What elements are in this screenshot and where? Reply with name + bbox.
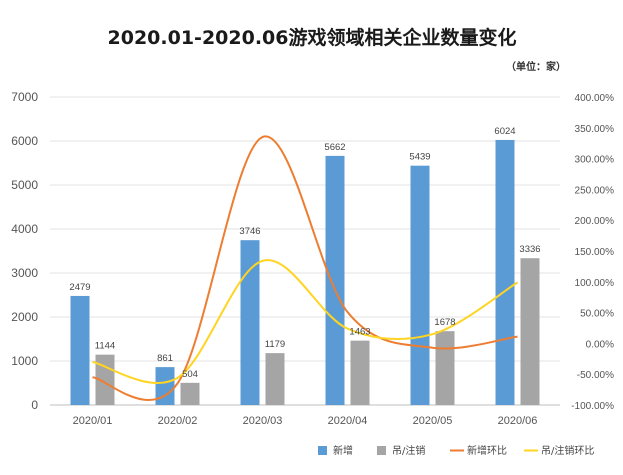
- bar-data-label: 1463: [349, 327, 370, 338]
- right-tick-label: 200.00%: [575, 216, 615, 227]
- right-tick-label: 150.00%: [575, 247, 615, 258]
- line-new-mom: [92, 135, 518, 401]
- bar-data-label: 5439: [409, 152, 430, 163]
- bar-data-label: 2479: [69, 282, 90, 293]
- bar-data-label: 861: [157, 353, 173, 364]
- x-tick-label: 2020/05: [413, 415, 453, 427]
- x-tick-label: 2020/02: [158, 415, 198, 427]
- lines: [92, 135, 519, 401]
- legend-swatch: [377, 446, 386, 455]
- bar-data-label: 1144: [95, 341, 115, 352]
- legend-label: 新增环比: [467, 444, 507, 457]
- legend: 新增 吊/注销 新增环比 吊/注销环比: [318, 444, 594, 457]
- right-axis-ticks: -100.00% -50.00% 0.00% 50.00% 100.00% 150.00%…: [571, 93, 614, 412]
- left-tick-label: 4000: [11, 222, 38, 236]
- bar-cancelled: [265, 353, 285, 405]
- legend-swatch: [318, 446, 327, 455]
- right-tick-label: 300.00%: [575, 155, 615, 166]
- chart-title: 2020.01-2020.06游戏领域相关企业数量变化: [108, 26, 517, 49]
- right-tick-label: 400.00%: [575, 93, 615, 104]
- right-tick-label: 250.00%: [575, 185, 615, 196]
- bar-data-label: 6024: [494, 126, 515, 137]
- bar-new: [410, 165, 430, 405]
- bar-cancelled: [350, 340, 370, 405]
- right-tick-label: 50.00%: [580, 309, 614, 320]
- gridlines: [50, 96, 560, 406]
- legend-label: 吊/注销: [392, 444, 425, 457]
- bar-data-label: 3746: [239, 226, 260, 237]
- unit-note: （单位：家）: [506, 60, 566, 73]
- bar-cancelled: [180, 382, 200, 405]
- bars: [70, 139, 540, 405]
- left-tick-label: 3000: [11, 266, 38, 280]
- left-tick-label: 7000: [11, 90, 38, 104]
- right-tick-label: -100.00%: [571, 401, 614, 412]
- bar-new: [325, 155, 345, 405]
- bar-new: [155, 367, 175, 405]
- right-tick-label: 350.00%: [575, 124, 615, 135]
- left-tick-label: 2000: [11, 310, 38, 324]
- bar-new: [495, 139, 515, 405]
- bar-data-label: 5662: [324, 142, 345, 153]
- bar-data-label: 504: [182, 369, 198, 380]
- legend-label: 吊/注销环比: [541, 444, 594, 457]
- x-axis-ticks: 2020/01 2020/02 2020/03 2020/04 2020/05 2020/…: [73, 415, 538, 427]
- right-tick-label: 0.00%: [586, 339, 614, 350]
- bar-cancelled: [435, 331, 455, 405]
- x-tick-label: 2020/04: [328, 415, 368, 427]
- bar-data-label: 3336: [519, 244, 540, 255]
- bar-labels: 2479 861 3746 5662 5439 6024 1144 504 1179 1463 16…: [69, 126, 540, 380]
- x-tick-label: 2020/06: [498, 415, 538, 427]
- bar-data-label: 1179: [265, 339, 285, 350]
- bar-cancelled: [95, 354, 115, 405]
- left-axis-ticks: 0 1000 2000 3000 4000 5000 6000 7000: [11, 90, 38, 412]
- bar-new: [240, 240, 260, 405]
- left-tick-label: 5000: [11, 178, 38, 192]
- bar-cancelled: [520, 258, 540, 405]
- left-tick-label: 6000: [11, 134, 38, 148]
- x-tick-label: 2020/01: [73, 415, 113, 427]
- right-tick-label: 100.00%: [575, 278, 615, 289]
- left-tick-label: 1000: [11, 354, 38, 368]
- x-tick-label: 2020/03: [243, 415, 283, 427]
- left-tick-label: 0: [31, 398, 38, 412]
- legend-label: 新增: [333, 444, 353, 457]
- right-tick-label: -50.00%: [577, 370, 614, 381]
- bar-data-label: 1678: [434, 317, 455, 328]
- bar-new: [70, 295, 90, 405]
- line-cancelled-mom: [92, 259, 519, 384]
